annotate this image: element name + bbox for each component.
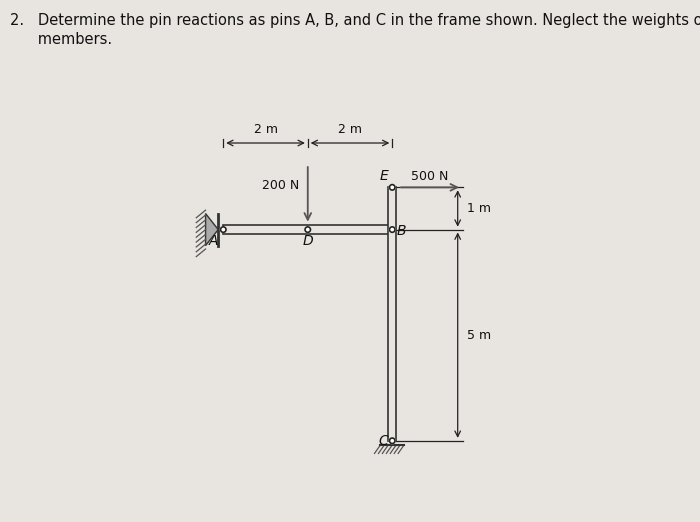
- Text: 2.   Determine the pin reactions as pins A, B, and C in the frame shown. Neglect: 2. Determine the pin reactions as pins A…: [10, 13, 700, 28]
- Text: B: B: [397, 224, 406, 238]
- FancyBboxPatch shape: [388, 187, 396, 441]
- Text: 1 m: 1 m: [467, 202, 491, 215]
- Text: A: A: [209, 234, 218, 248]
- Circle shape: [389, 185, 395, 190]
- Circle shape: [220, 227, 226, 232]
- Text: 2 m: 2 m: [338, 123, 362, 136]
- Text: E: E: [379, 169, 389, 183]
- Text: 5 m: 5 m: [467, 329, 491, 342]
- Text: 200 N: 200 N: [262, 179, 299, 192]
- Circle shape: [305, 227, 311, 232]
- Text: members.: members.: [10, 32, 113, 48]
- FancyBboxPatch shape: [223, 226, 392, 234]
- Polygon shape: [206, 213, 218, 246]
- Text: C: C: [378, 434, 388, 448]
- Text: 2 m: 2 m: [253, 123, 277, 136]
- Circle shape: [389, 227, 395, 232]
- Text: D: D: [302, 234, 313, 248]
- Circle shape: [389, 438, 395, 444]
- Text: 500 N: 500 N: [411, 170, 448, 183]
